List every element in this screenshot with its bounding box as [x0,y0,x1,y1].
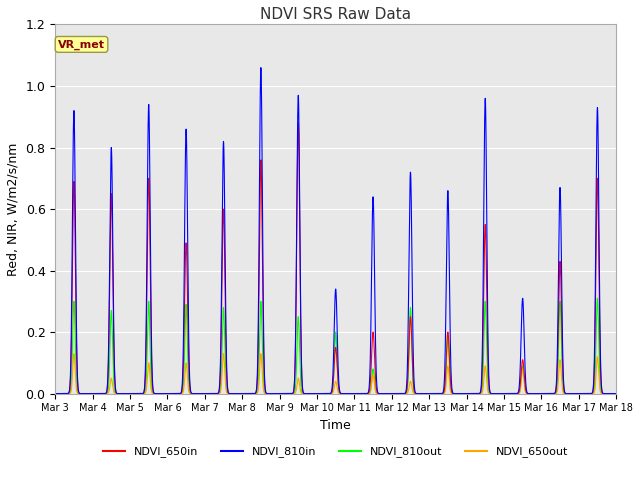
Y-axis label: Red, NIR, W/m2/s/nm: Red, NIR, W/m2/s/nm [7,143,20,276]
X-axis label: Time: Time [320,419,351,432]
Title: NDVI SRS Raw Data: NDVI SRS Raw Data [260,7,412,22]
Legend: NDVI_650in, NDVI_810in, NDVI_810out, NDVI_650out: NDVI_650in, NDVI_810in, NDVI_810out, NDV… [99,442,573,462]
Text: VR_met: VR_met [58,39,105,49]
